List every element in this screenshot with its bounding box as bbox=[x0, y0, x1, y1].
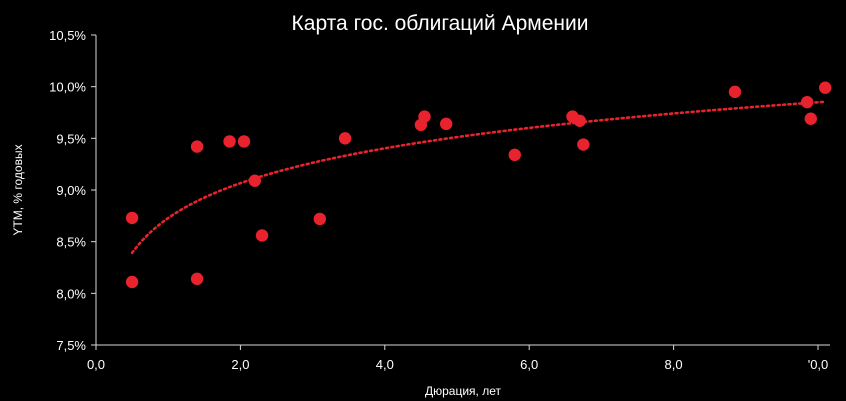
x-tick-label: 2,0 bbox=[231, 357, 249, 372]
data-point bbox=[418, 110, 431, 123]
data-point bbox=[237, 135, 251, 148]
trendline bbox=[130, 100, 827, 255]
data-point bbox=[439, 117, 453, 131]
data-point bbox=[313, 212, 327, 226]
data-point bbox=[338, 132, 352, 145]
chart-title: Карта гос. облигаций Армении bbox=[292, 12, 589, 35]
x-tick-label: 4,0 bbox=[376, 357, 394, 372]
x-tick-label: 6,0 bbox=[520, 357, 538, 372]
data-point bbox=[190, 272, 204, 286]
data-point bbox=[255, 229, 269, 242]
y-tick-label: 7,5% bbox=[56, 338, 86, 353]
x-tick-label: '0,0 bbox=[808, 357, 829, 372]
y-ticks: 7,5% 8,0% 8,5% 9,0% 9,5% 10,0% 10,5% bbox=[49, 28, 96, 353]
y-tick-label: 8,0% bbox=[56, 286, 86, 301]
y-tick-label: 9,5% bbox=[56, 131, 86, 146]
data-point bbox=[125, 275, 139, 289]
data-point bbox=[248, 174, 262, 187]
x-axis-label: Дюрация, лет bbox=[425, 384, 501, 398]
data-point bbox=[508, 148, 521, 162]
x-ticks: 0,0 2,0 4,0 6,0 8,0 '0,0 bbox=[87, 345, 828, 372]
y-axis-label: YTM, % годовых bbox=[11, 144, 25, 235]
data-point bbox=[804, 112, 817, 125]
data-point bbox=[728, 85, 742, 99]
x-tick-label: 8,0 bbox=[665, 357, 683, 372]
data-point bbox=[223, 135, 236, 148]
data-point bbox=[577, 138, 590, 151]
axes bbox=[95, 35, 830, 346]
data-point bbox=[190, 140, 204, 153]
y-tick-label: 8,5% bbox=[56, 235, 86, 250]
data-point bbox=[819, 81, 832, 94]
y-tick-label: 10,0% bbox=[49, 80, 86, 95]
data-points bbox=[125, 81, 832, 289]
data-point bbox=[125, 211, 139, 225]
data-point bbox=[800, 95, 814, 109]
y-tick-label: 10,5% bbox=[49, 28, 86, 43]
data-point bbox=[573, 114, 586, 127]
x-tick-label: 0,0 bbox=[87, 357, 105, 372]
y-tick-label: 9,0% bbox=[56, 183, 86, 198]
